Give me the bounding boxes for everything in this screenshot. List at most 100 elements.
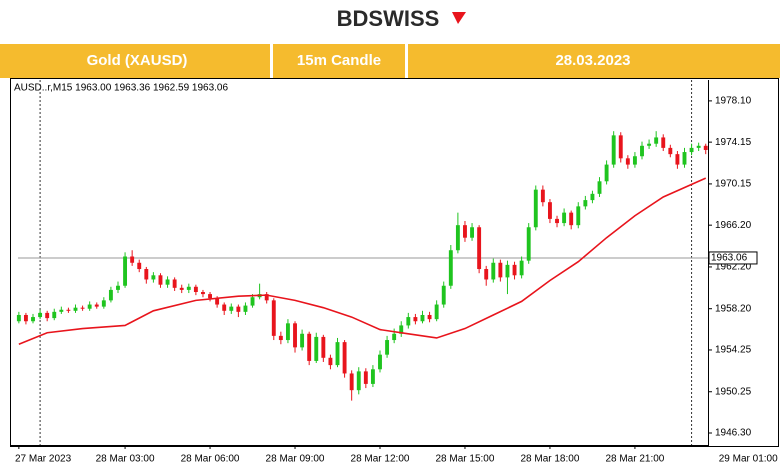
candle-body: [682, 152, 687, 165]
candle-body: [406, 317, 411, 326]
moving-average: [18, 177, 707, 345]
candle-body: [434, 304, 439, 320]
y-tick-label: 1954.25: [715, 345, 752, 356]
candle-body: [250, 297, 255, 306]
instrument: Gold (XAUSD): [87, 52, 188, 69]
candle-body: [640, 145, 644, 157]
candle-body: [31, 317, 35, 322]
y-tick-label: 1966.20: [715, 220, 752, 231]
candle-body: [526, 227, 531, 261]
candle-body: [293, 323, 297, 348]
candle-body: [278, 335, 283, 341]
candle-body: [661, 137, 666, 148]
candle-body: [349, 373, 354, 391]
y-tick-label: 1950.25: [715, 386, 752, 397]
candle-body: [498, 262, 503, 278]
candle-body: [463, 225, 467, 238]
candle-body: [307, 333, 312, 361]
candle-body: [335, 342, 340, 366]
candle-body: [144, 269, 149, 280]
candle-body: [38, 312, 43, 318]
candle-body: [505, 264, 510, 278]
x-tick-label: 29 Mar 01:00: [719, 454, 778, 465]
candle-body: [158, 275, 163, 285]
header-banner: [0, 44, 780, 78]
candle-body: [392, 333, 397, 341]
candle-body: [470, 227, 474, 238]
chart-info: AUSD..r,M15 1963.00 1963.36 1962.59 1963…: [14, 83, 228, 94]
candle-body: [201, 292, 205, 295]
candle-body: [533, 189, 538, 228]
candle-body: [696, 145, 701, 148]
candle-body: [703, 145, 708, 150]
candle-body: [215, 298, 220, 305]
candle-body: [101, 300, 106, 307]
logo-bar: [0, 0, 780, 44]
candle-body: [583, 200, 588, 207]
y-tick-label: 1958.20: [715, 303, 752, 314]
candle-body: [116, 285, 120, 290]
logo-flag: [452, 12, 466, 24]
y-tick-label: 1974.15: [715, 137, 752, 148]
candle-body: [137, 262, 142, 270]
candle-body: [236, 306, 241, 312]
candle-body: [632, 156, 637, 165]
candle-body: [16, 314, 21, 322]
x-tick-label: 28 Mar 18:00: [520, 454, 579, 465]
candle-body: [668, 147, 673, 155]
candle-body: [625, 158, 630, 165]
candle-body: [123, 256, 128, 286]
candle-body: [80, 307, 85, 309]
x-tick-label: 28 Mar 09:00: [266, 454, 325, 465]
candle-body: [385, 340, 390, 355]
candle-body: [477, 227, 482, 270]
candle-body: [208, 294, 212, 299]
banner-divider: [270, 44, 273, 78]
x-tick-label: 28 Mar 21:00: [605, 454, 664, 465]
y-tick-label: 1970.15: [715, 179, 752, 190]
chart-frame: [10, 78, 779, 447]
candle-body: [186, 286, 191, 290]
candle-body: [547, 202, 552, 219]
timeframe: 15m Candle: [297, 52, 381, 69]
candle-body: [675, 154, 680, 165]
x-tick-label: 27 Mar 2023: [15, 454, 72, 465]
candle-body: [243, 305, 248, 312]
candle-body: [399, 325, 404, 334]
candle-body: [491, 262, 496, 280]
banner-divider: [405, 44, 408, 78]
candle-body: [356, 371, 361, 391]
candle-body: [172, 279, 177, 288]
candle-body: [427, 314, 432, 320]
candle-body: [555, 218, 559, 224]
candle-body: [165, 279, 170, 285]
date: 28.03.2023: [555, 52, 630, 69]
price-label: 1963.06: [711, 253, 748, 264]
candle-body: [654, 137, 659, 144]
candle-body: [448, 250, 453, 286]
candle-body: [94, 304, 99, 307]
candle-body: [597, 181, 602, 194]
candle-body: [611, 135, 616, 165]
candle-body: [512, 264, 517, 276]
candle-body: [321, 336, 326, 358]
candle-body: [314, 336, 319, 361]
candle-body: [328, 357, 333, 366]
candle-body: [179, 287, 184, 290]
candle-body: [590, 193, 595, 201]
candle-body: [562, 212, 567, 224]
candle-body: [222, 304, 227, 311]
candle-body: [229, 306, 234, 311]
candle-body: [342, 342, 347, 374]
candle-body: [569, 212, 574, 226]
candle-body: [519, 260, 524, 276]
candle-body: [52, 311, 57, 319]
candle-body: [604, 164, 609, 182]
candle-body: [73, 307, 78, 311]
x-tick-label: 28 Mar 15:00: [436, 454, 495, 465]
candle-body: [689, 147, 694, 153]
candle-body: [151, 275, 156, 280]
candle-body: [193, 286, 198, 293]
x-tick-label: 28 Mar 03:00: [96, 454, 155, 465]
